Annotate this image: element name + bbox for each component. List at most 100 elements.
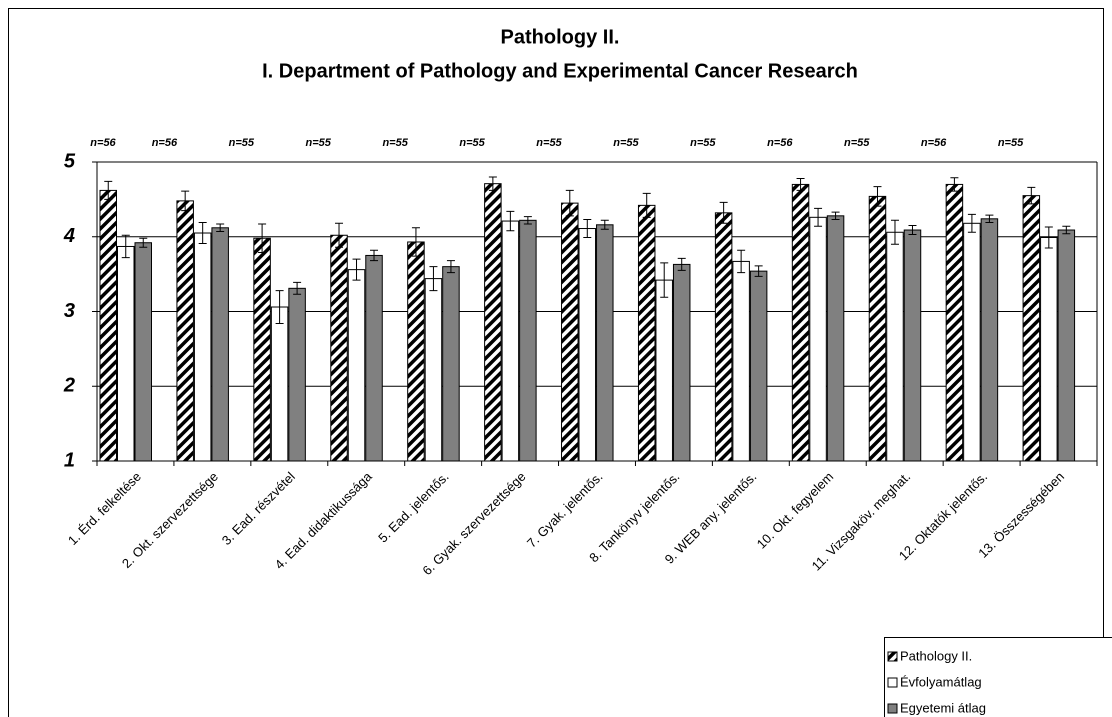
bar bbox=[578, 228, 597, 462]
error-bar bbox=[335, 222, 344, 248]
bar bbox=[193, 232, 212, 462]
bar bbox=[903, 229, 922, 462]
bar bbox=[1040, 236, 1058, 462]
bar bbox=[945, 183, 964, 462]
bar bbox=[886, 231, 904, 462]
bar bbox=[176, 200, 194, 462]
y-tick-label: 4 bbox=[63, 225, 75, 247]
bar bbox=[868, 195, 887, 462]
error-bar bbox=[216, 223, 225, 233]
bar bbox=[270, 306, 289, 462]
chart-border bbox=[8, 8, 1104, 717]
bar bbox=[714, 212, 733, 462]
chart-title: Pathology II. bbox=[501, 26, 620, 48]
error-bar bbox=[446, 260, 455, 274]
n-label: n=55 bbox=[844, 137, 870, 149]
error-bar bbox=[523, 216, 532, 225]
bar bbox=[424, 278, 443, 462]
legend-swatch bbox=[887, 677, 898, 688]
y-tick-label: 3 bbox=[64, 300, 75, 322]
bar bbox=[442, 266, 460, 462]
error-bar bbox=[1062, 225, 1071, 235]
n-label: n=55 bbox=[613, 137, 639, 149]
error-bar bbox=[660, 262, 669, 298]
bar bbox=[519, 219, 537, 462]
bar bbox=[253, 237, 271, 462]
error-bar bbox=[488, 176, 497, 191]
error-bar bbox=[814, 207, 823, 227]
n-label: n=55 bbox=[229, 137, 255, 149]
bar bbox=[749, 270, 768, 462]
n-label: n=56 bbox=[921, 137, 947, 149]
n-label: n=55 bbox=[459, 137, 485, 149]
legend-swatch bbox=[887, 703, 898, 714]
bar bbox=[501, 220, 520, 462]
error-bar bbox=[258, 223, 267, 253]
error-bar bbox=[985, 214, 994, 224]
n-label: n=55 bbox=[382, 137, 408, 149]
error-bar bbox=[950, 177, 959, 192]
error-bar bbox=[583, 219, 592, 238]
bar bbox=[407, 241, 425, 462]
x-tick-label: 10. Okt. fegyelem bbox=[754, 469, 837, 552]
bar bbox=[330, 234, 348, 462]
bar bbox=[980, 218, 999, 462]
bar bbox=[211, 227, 229, 462]
x-tick-label: 3. Ead. részvétel bbox=[219, 469, 298, 548]
bar bbox=[117, 245, 135, 462]
bar bbox=[809, 216, 827, 462]
error-bar bbox=[873, 186, 882, 207]
legend-label: Egyetemi átlag bbox=[900, 700, 986, 715]
x-tick-label: 7. Gyak. jelentős. bbox=[524, 469, 606, 551]
y-tick-label: 2 bbox=[63, 375, 75, 397]
error-bar bbox=[181, 190, 190, 212]
legend-swatch bbox=[887, 651, 898, 662]
error-bar bbox=[890, 219, 899, 245]
bar bbox=[672, 263, 691, 462]
n-label: n=56 bbox=[90, 137, 116, 149]
bar bbox=[1022, 195, 1041, 462]
bar bbox=[826, 215, 845, 462]
error-bar bbox=[198, 222, 207, 244]
error-bar bbox=[754, 265, 763, 277]
bar bbox=[655, 279, 673, 462]
error-bar bbox=[737, 249, 746, 274]
legend-box bbox=[884, 637, 1112, 717]
error-bar bbox=[908, 225, 917, 236]
error-bar bbox=[275, 290, 284, 324]
bar bbox=[791, 183, 810, 462]
x-tick-label: 5. Ead. jelentős. bbox=[375, 469, 452, 546]
legend-label: Évfolyamátlag bbox=[900, 674, 982, 689]
n-label: n=55 bbox=[998, 137, 1024, 149]
error-bar bbox=[139, 237, 148, 248]
bar bbox=[561, 202, 579, 462]
bar bbox=[347, 269, 366, 462]
y-tick-label: 1 bbox=[64, 449, 75, 471]
error-bar bbox=[600, 219, 609, 230]
error-bar bbox=[677, 257, 686, 271]
n-label: n=55 bbox=[306, 137, 332, 149]
n-label: n=55 bbox=[690, 137, 716, 149]
error-bar bbox=[565, 189, 574, 217]
error-bar bbox=[1027, 186, 1036, 205]
error-bar bbox=[506, 210, 515, 232]
error-bar bbox=[411, 227, 420, 257]
bar bbox=[484, 183, 502, 462]
error-bar bbox=[121, 234, 130, 259]
y-tick-label: 5 bbox=[64, 150, 76, 172]
error-bar bbox=[104, 180, 113, 200]
bar bbox=[596, 224, 614, 462]
bar bbox=[732, 260, 750, 462]
bar bbox=[288, 287, 306, 462]
bar bbox=[99, 189, 117, 462]
error-bar bbox=[796, 177, 805, 191]
legend-label: Pathology II. bbox=[900, 648, 972, 663]
n-label: n=56 bbox=[152, 137, 178, 149]
bar bbox=[963, 222, 981, 462]
n-label: n=56 bbox=[767, 137, 793, 149]
error-bar bbox=[1044, 226, 1053, 249]
error-bar bbox=[967, 213, 976, 233]
error-bar bbox=[831, 211, 840, 221]
error-bar bbox=[293, 281, 302, 295]
